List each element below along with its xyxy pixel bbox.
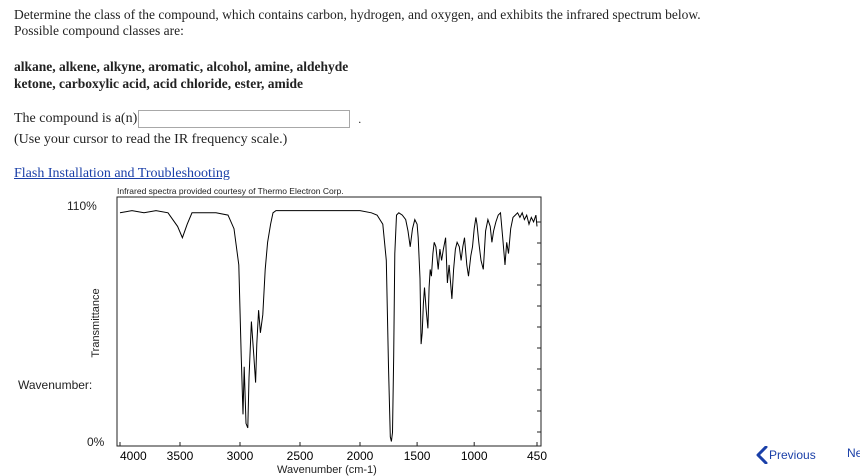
- answer-input[interactable]: [138, 110, 351, 128]
- x-tick-label: 4000: [120, 449, 147, 463]
- previous-label: Previous: [769, 448, 816, 462]
- wavenumber-readout: Wavenumber:: [18, 378, 93, 392]
- x-ticks: 4000 3500 3000 2500 2000 1500 1000 450: [119, 442, 547, 463]
- x-tick-label: 450: [527, 449, 547, 463]
- spectrum-trace: [119, 210, 538, 442]
- x-tick-label: 1500: [404, 449, 431, 463]
- question-text: Determine the class of the compound, whi…: [14, 7, 844, 39]
- spectra-courtesy: Infrared spectra provided courtesy of Th…: [117, 186, 344, 196]
- y-min-label: 0%: [87, 435, 105, 449]
- chevron-left-icon: [756, 446, 768, 464]
- next-button[interactable]: Ne: [847, 446, 860, 460]
- compound-classes: alkane, alkene, alkyne, aromatic, alcoho…: [14, 58, 348, 92]
- x-tick-label: 2500: [287, 449, 314, 463]
- y-ticks: [537, 221, 541, 433]
- previous-button[interactable]: Previous: [756, 446, 816, 464]
- x-tick-label: 3500: [167, 449, 194, 463]
- plot-frame: [116, 196, 542, 447]
- cursor-hint: (Use your cursor to read the IR frequenc…: [14, 132, 288, 147]
- x-tick-label: 1000: [461, 449, 488, 463]
- question-line: Possible compound classes are:: [14, 23, 184, 38]
- y-max-label: 110%: [67, 199, 97, 213]
- classes-line: alkane, alkene, alkyne, aromatic, alcoho…: [14, 59, 349, 74]
- classes-line: ketone, carboxylic acid, acid chloride, …: [14, 76, 303, 91]
- answer-row: The compound is a(n) .: [14, 110, 361, 128]
- question-line: Determine the class of the compound, whi…: [14, 7, 701, 22]
- answer-prompt: The compound is a(n): [14, 111, 138, 126]
- x-tick-label: 2000: [347, 449, 374, 463]
- answer-suffix: .: [358, 112, 362, 126]
- flash-troubleshooting-link[interactable]: Flash Installation and Troubleshooting: [14, 166, 230, 181]
- x-tick-label: 3000: [227, 449, 254, 463]
- x-axis-title: Wavenumber (cm-1): [277, 464, 377, 476]
